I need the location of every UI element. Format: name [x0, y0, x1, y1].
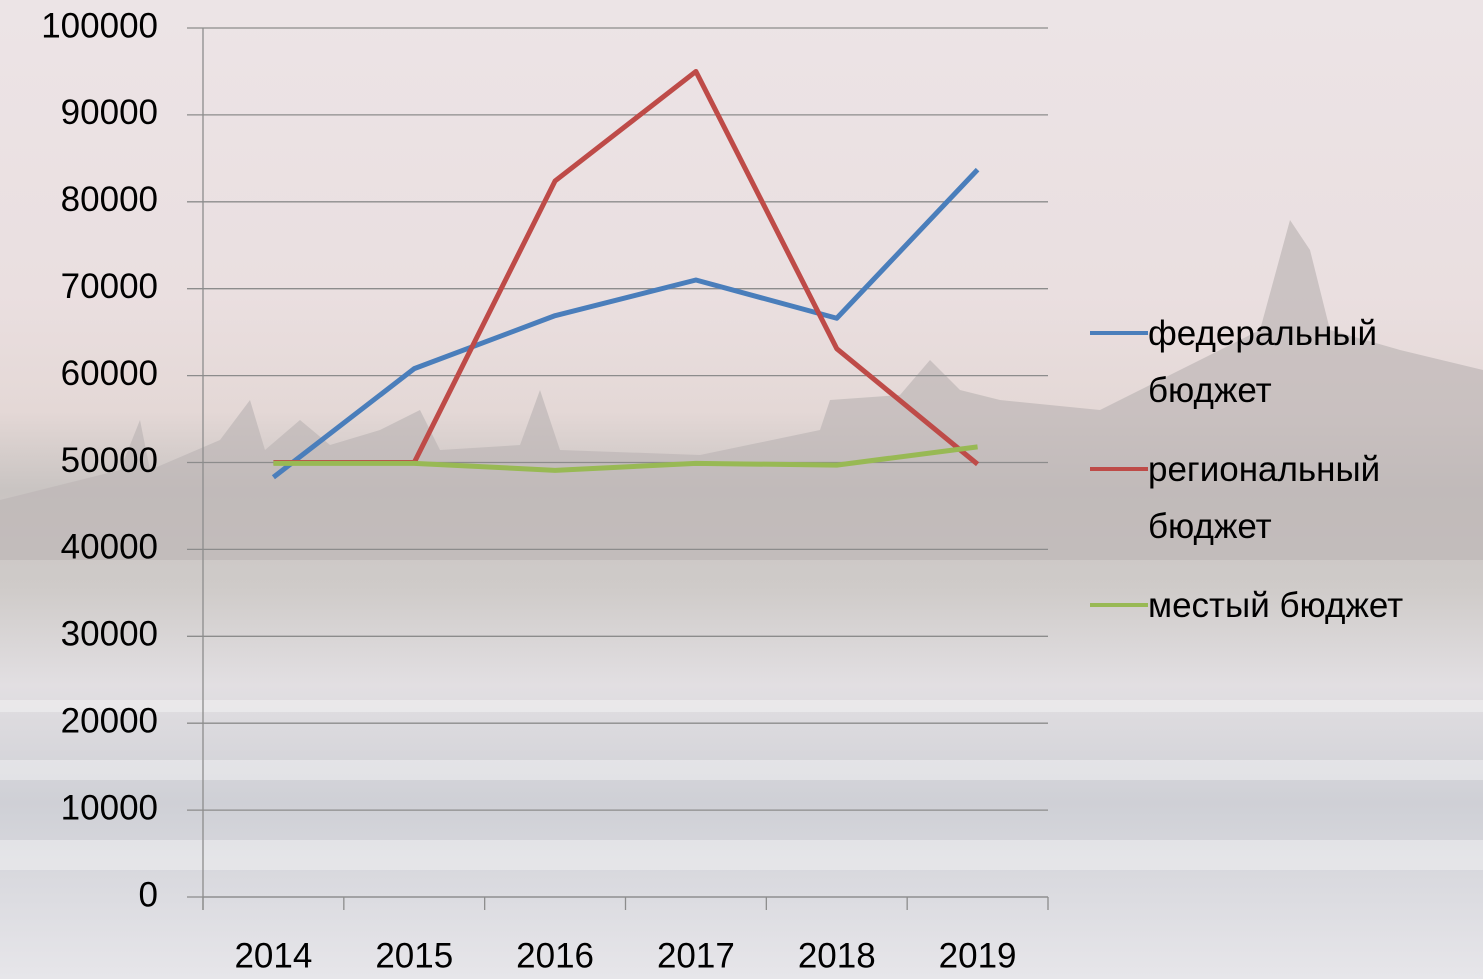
- x-tick-label: 2017: [657, 936, 735, 975]
- x-tick-label: 2016: [516, 936, 594, 975]
- x-tick-label: 2018: [798, 936, 876, 975]
- legend-item: местый бюджет: [1090, 577, 1480, 634]
- x-tick-label: 2014: [234, 936, 312, 975]
- legend-swatch: [1090, 467, 1148, 471]
- legend: федеральный бюджет региональный бюджет мес…: [1090, 305, 1480, 656]
- legend-label: федеральный бюджет: [1148, 305, 1448, 419]
- x-tick-label: 2019: [939, 936, 1017, 975]
- y-tick-label: 60000: [61, 354, 158, 393]
- y-tick-label: 100000: [41, 6, 158, 45]
- y-tick-label: 10000: [61, 788, 158, 827]
- y-tick-label: 70000: [61, 267, 158, 306]
- legend-item: региональный бюджет: [1090, 441, 1480, 555]
- background-water: [0, 700, 1483, 870]
- legend-swatch: [1090, 603, 1148, 607]
- y-tick-label: 90000: [61, 93, 158, 132]
- legend-label: региональный бюджет: [1148, 441, 1448, 555]
- y-tick-label: 20000: [61, 701, 158, 740]
- x-tick-label: 2015: [375, 936, 453, 975]
- legend-item: федеральный бюджет: [1090, 305, 1480, 419]
- y-tick-label: 30000: [61, 615, 158, 654]
- y-tick-label: 50000: [61, 441, 158, 480]
- legend-swatch: [1090, 331, 1148, 335]
- legend-label: местый бюджет: [1148, 577, 1448, 634]
- y-tick-label: 40000: [61, 528, 158, 567]
- y-tick-label: 80000: [61, 180, 158, 219]
- y-tick-label: 0: [139, 875, 158, 914]
- page: 0 10000 20000 30000 40000 50000 60000 70000 8000…: [0, 0, 1483, 979]
